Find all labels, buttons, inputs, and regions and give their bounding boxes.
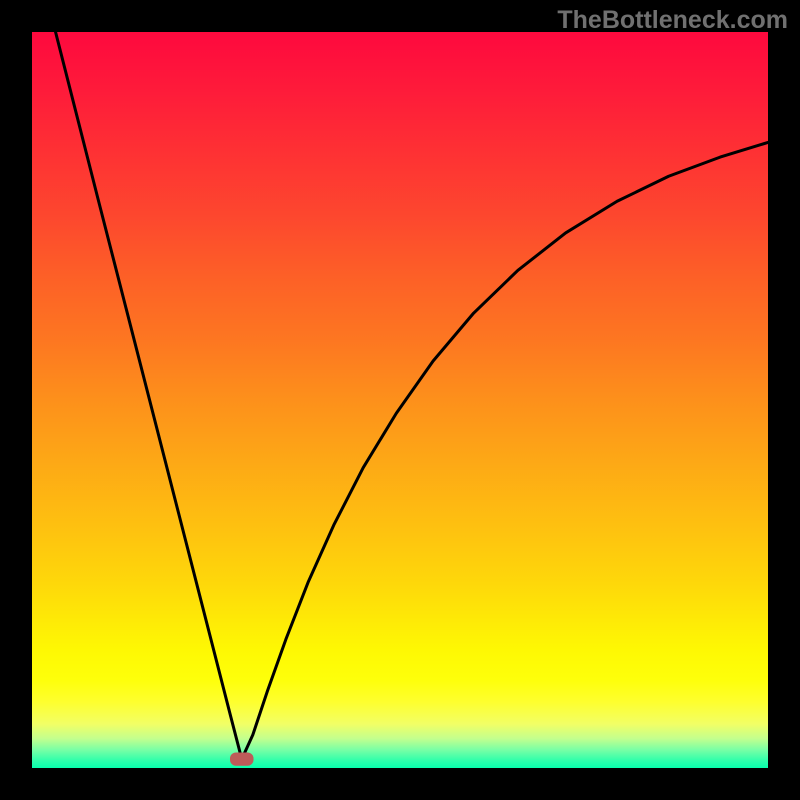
- gradient-background: [32, 32, 768, 768]
- chart-container: TheBottleneck.com: [0, 0, 800, 800]
- optimal-point-marker: [230, 753, 254, 766]
- watermark-text: TheBottleneck.com: [557, 6, 788, 35]
- plot-area: [32, 32, 768, 768]
- plot-svg: [32, 32, 768, 768]
